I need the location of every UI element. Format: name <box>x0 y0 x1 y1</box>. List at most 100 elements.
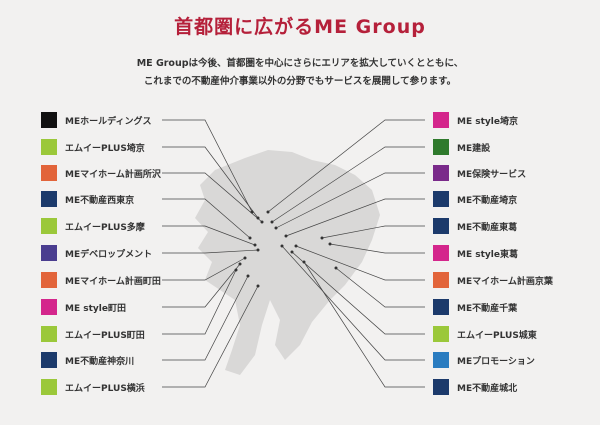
leader-line <box>329 243 425 254</box>
location-dot <box>256 248 260 252</box>
company-label: MEプロモーション <box>457 356 535 367</box>
company-label: エムイーPLUS横浜 <box>65 383 145 394</box>
company-item[interactable]: MEマイホーム計画町田 <box>41 272 161 288</box>
leader-line <box>285 198 425 237</box>
leader-line <box>335 267 425 308</box>
company-label: ME保険サービス <box>457 169 527 180</box>
fudosan-logo-icon <box>433 191 449 207</box>
company-item[interactable]: エムイーPLUS多摩 <box>41 218 145 234</box>
page-title: 首都圏に広がるME Group <box>174 16 426 38</box>
company-item[interactable]: ME保険サービス <box>433 165 526 181</box>
leader-line <box>162 198 251 239</box>
company-item[interactable]: MEデベロップメント <box>41 245 152 261</box>
company-item[interactable]: エムイーPLUS城東 <box>433 326 537 342</box>
location-dot <box>284 234 288 238</box>
plus-logo-icon <box>433 326 449 342</box>
location-dot <box>250 210 254 214</box>
location-dot <box>294 244 298 248</box>
fudosan-logo-icon <box>41 352 57 368</box>
leader-line <box>162 225 256 246</box>
company-label: MEホールディングス <box>65 116 152 127</box>
location-dot <box>274 226 278 230</box>
company-item[interactable]: ME不動産神奈川 <box>41 352 134 368</box>
style-logo-icon <box>433 112 449 128</box>
plus-logo-icon <box>41 379 57 395</box>
company-label: ME建設 <box>457 143 491 154</box>
company-label: ME style町田 <box>65 303 126 314</box>
map-shape <box>195 150 380 375</box>
leader-line <box>162 119 253 213</box>
company-label: エムイーPLUS埼京 <box>65 143 145 154</box>
myhome-logo-icon <box>41 165 57 181</box>
company-item[interactable]: ME style埼京 <box>433 112 518 128</box>
location-dot <box>234 268 238 272</box>
location-dot <box>266 210 270 214</box>
leader-line <box>162 257 246 281</box>
leader-line <box>281 245 425 361</box>
fudosan-logo-icon <box>433 218 449 234</box>
company-label: MEマイホーム計画所沢 <box>65 169 161 180</box>
company-label: ME style東葛 <box>457 249 518 260</box>
company-item[interactable]: ME不動産東葛 <box>433 218 517 234</box>
company-item[interactable]: ME style東葛 <box>433 245 518 261</box>
company-item[interactable]: ME不動産西東京 <box>41 191 134 207</box>
plus-logo-icon <box>41 326 57 342</box>
location-dot <box>238 262 242 266</box>
company-label: MEマイホーム計画町田 <box>65 276 161 287</box>
promotion-logo-icon <box>433 352 449 368</box>
holdings-logo-icon <box>41 112 57 128</box>
location-dot <box>320 236 324 240</box>
leader-line <box>162 172 263 223</box>
plus-logo-icon <box>41 139 57 155</box>
company-item[interactable]: ME不動産城北 <box>433 379 517 395</box>
company-label: ME不動産千葉 <box>457 303 518 314</box>
leader-line <box>162 285 259 388</box>
leader-line <box>162 275 249 361</box>
location-dot <box>246 274 250 278</box>
leader-line <box>275 172 425 229</box>
company-item[interactable]: ME style町田 <box>41 299 126 315</box>
company-label: MEデベロップメント <box>65 249 153 260</box>
leader-line <box>295 245 425 281</box>
style-logo-icon <box>41 299 57 315</box>
company-label: MEマイホーム計画京葉 <box>457 276 553 287</box>
location-dot <box>328 242 332 246</box>
company-item[interactable]: MEマイホーム計画京葉 <box>433 272 553 288</box>
leader-line <box>162 249 259 254</box>
location-dot <box>334 266 338 270</box>
company-item[interactable]: エムイーPLUS町田 <box>41 326 145 342</box>
leader-line <box>271 146 425 223</box>
myhome-logo-icon <box>433 272 449 288</box>
myhome-logo-icon <box>41 272 57 288</box>
company-label: ME不動産神奈川 <box>65 356 135 367</box>
company-item[interactable]: MEホールディングス <box>41 112 151 128</box>
leader-line <box>291 251 425 335</box>
company-item[interactable]: ME不動産埼京 <box>433 191 517 207</box>
location-dot <box>260 220 264 224</box>
location-dot <box>243 256 247 260</box>
fudosan-logo-icon <box>433 299 449 315</box>
fudosan-logo-icon <box>41 191 57 207</box>
leader-line <box>162 269 237 335</box>
company-item[interactable]: エムイーPLUS横浜 <box>41 379 145 395</box>
leader-line <box>321 225 425 239</box>
company-label: エムイーPLUS多摩 <box>65 222 145 233</box>
company-label: ME不動産城北 <box>457 383 518 394</box>
location-dot <box>270 220 274 224</box>
company-item[interactable]: MEプロモーション <box>433 352 535 368</box>
kensetsu-logo-icon <box>433 139 449 155</box>
company-item[interactable]: ME建設 <box>433 139 490 155</box>
location-dot <box>302 260 306 264</box>
company-label: ME不動産東葛 <box>457 222 518 233</box>
location-dot <box>256 284 260 288</box>
location-dot <box>280 244 284 248</box>
fudosan-logo-icon <box>433 379 449 395</box>
style-logo-icon <box>433 245 449 261</box>
company-label: ME style埼京 <box>457 116 518 127</box>
company-item[interactable]: エムイーPLUS埼京 <box>41 139 145 155</box>
company-item[interactable]: MEマイホーム計画所沢 <box>41 165 161 181</box>
location-dot <box>290 250 294 254</box>
company-item[interactable]: ME不動産千葉 <box>433 299 517 315</box>
